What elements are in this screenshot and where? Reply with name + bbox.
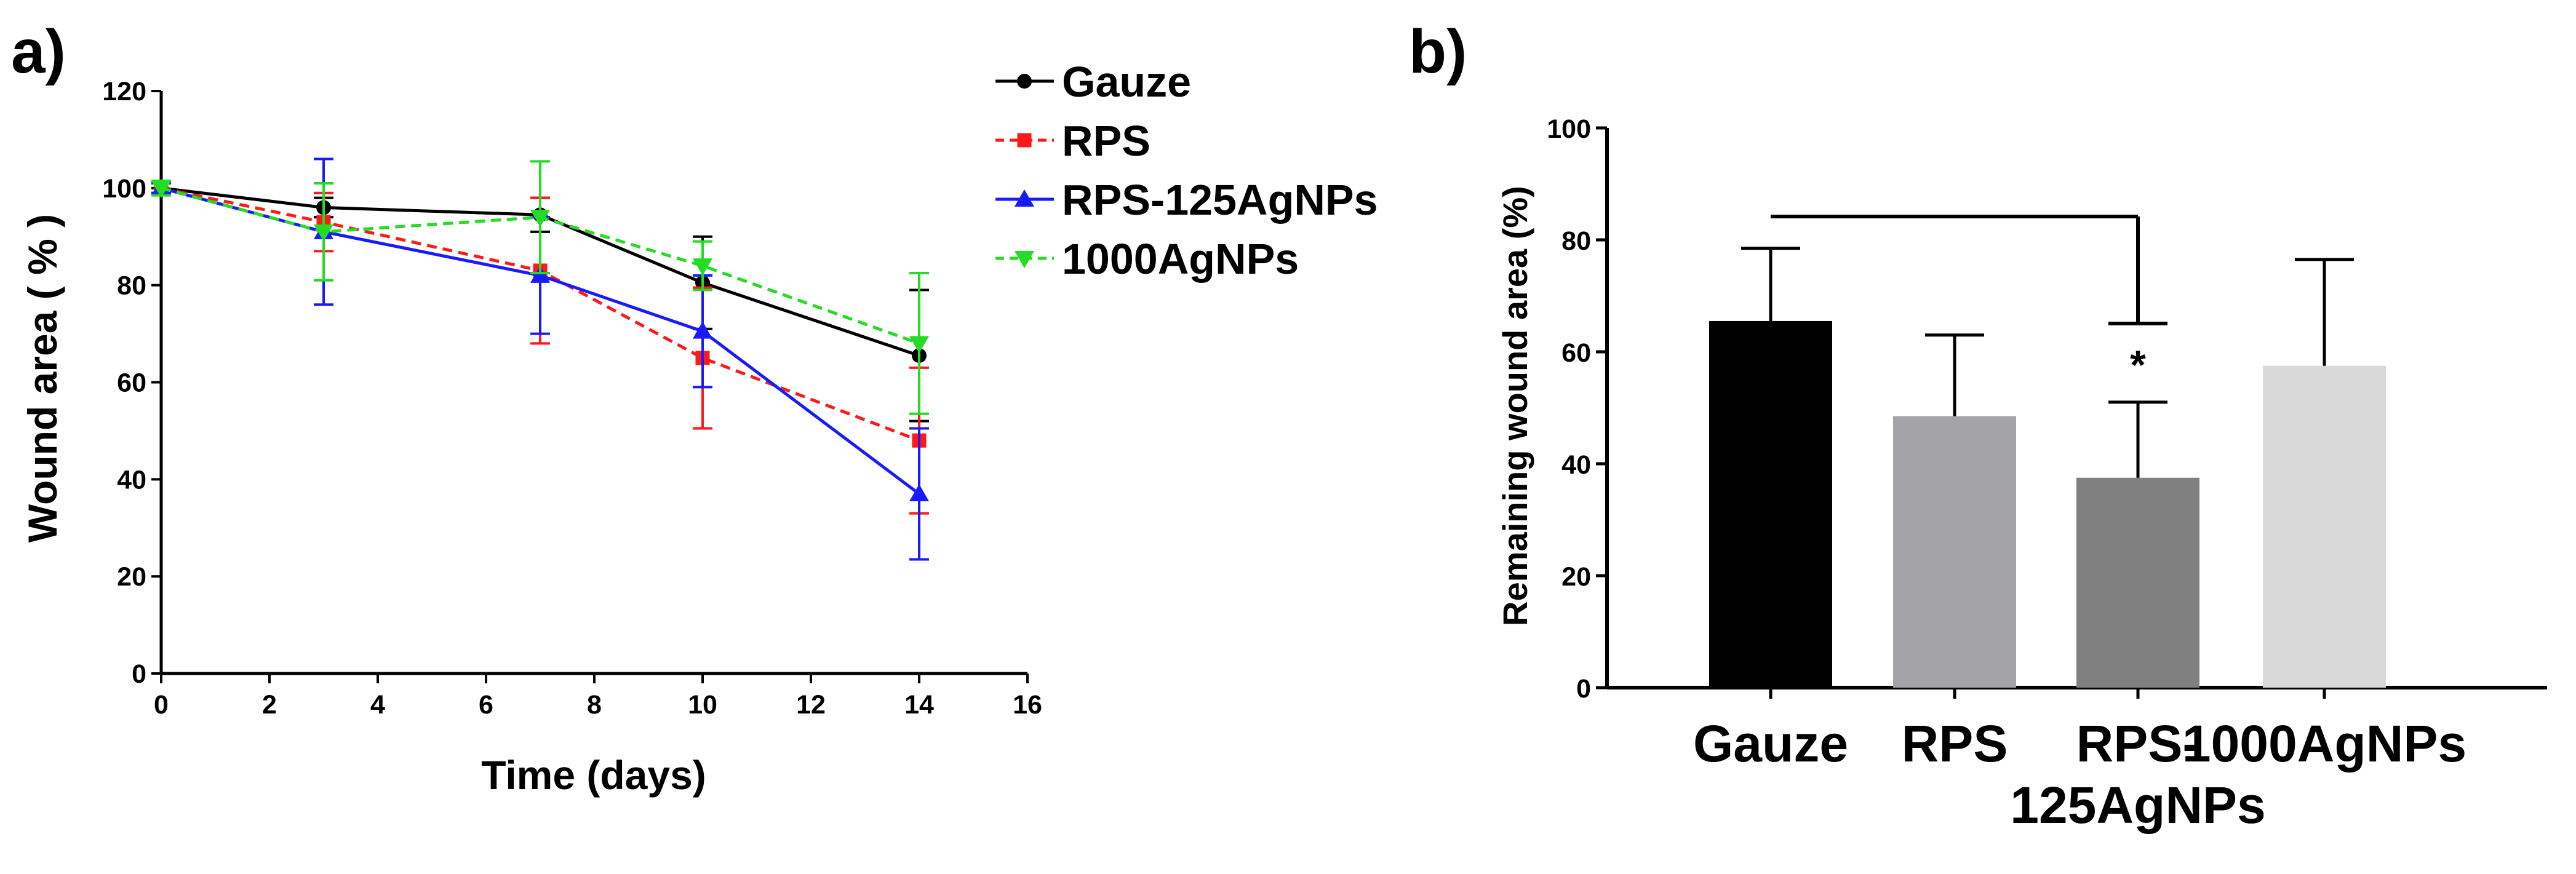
y-tick-label: 40 [117, 465, 146, 495]
x-tick-label: 10 [688, 690, 717, 720]
y-tick-label: 100 [102, 174, 146, 204]
legend-item: 1000AgNPs [995, 235, 1299, 283]
legend-marker [1015, 251, 1034, 268]
data-point [909, 336, 929, 354]
x-tick-label: 6 [479, 690, 493, 720]
category-label: 1000AgNPs [2182, 715, 2466, 773]
y-tick-label: 80 [117, 271, 146, 301]
y-tick-label: 120 [102, 77, 146, 106]
legend-label: 1000AgNPs [1062, 235, 1299, 283]
y-tick-label: 100 [1547, 114, 1591, 144]
bar [1709, 320, 1832, 688]
x-tick-label: 12 [796, 690, 826, 720]
legend-label: RPS-125AgNPs [1062, 176, 1378, 224]
x-tick-label: 2 [262, 690, 277, 720]
category-label: 125AgNPs [2010, 776, 2266, 834]
y-tick-label: 0 [1576, 674, 1591, 704]
panel-a-y-ticks: 0 20 40 60 80 100 120 [102, 77, 161, 689]
x-tick-label: 16 [1013, 690, 1042, 720]
panel-b-y-axis-title: Remaining wound area (%) [1496, 186, 1534, 626]
y-tick-label: 20 [117, 562, 146, 592]
legend-marker [1017, 74, 1032, 89]
x-tick-label: 14 [904, 690, 934, 720]
legend-marker [1015, 189, 1034, 207]
panel-a-label: a) [11, 17, 66, 86]
panel-a-x-axis-title: Time (days) [481, 752, 706, 798]
y-tick-label: 0 [132, 659, 146, 689]
data-point [530, 210, 550, 228]
legend-marker [1017, 133, 1032, 148]
y-tick-label: 20 [1561, 562, 1591, 592]
panel-b-bars [1709, 247, 2386, 688]
panel-a-axes [159, 91, 1027, 675]
bar [1893, 416, 2016, 688]
panel-a-legend: Gauze RPS RPS-125AgNPs 1000AgNPs [995, 58, 1378, 283]
y-tick-label: 40 [1561, 450, 1591, 480]
panel-a-line-chart: a) 0 20 40 60 80 100 120 0 2 4 6 8 10 12 14 16 Wound a… [11, 17, 1378, 798]
legend-item: Gauze [995, 58, 1191, 106]
series-1000agnps [151, 160, 929, 415]
legend-item: RPS [995, 117, 1150, 165]
data-point [693, 321, 712, 339]
data-point [693, 258, 712, 276]
panel-b-y-ticks: 0 20 40 60 80 100 [1547, 114, 1607, 704]
panel-a-y-axis-title: Wound area ( % ) [20, 214, 65, 542]
category-label: RPS [1902, 715, 2008, 773]
panel-a-x-ticks: 0 2 4 6 8 10 12 14 16 [154, 673, 1042, 720]
legend-label: Gauze [1062, 58, 1191, 106]
panel-b-significance: * [1771, 215, 2167, 387]
x-tick-label: 4 [370, 690, 385, 720]
panel-a-series [151, 157, 929, 561]
data-point [151, 180, 171, 198]
x-tick-label: 0 [154, 690, 169, 720]
category-label: Gauze [1693, 715, 1848, 773]
significance-marker: * [2130, 342, 2146, 387]
data-point [314, 224, 333, 242]
bar [2076, 477, 2199, 688]
y-tick-label: 80 [1561, 226, 1591, 256]
panel-b-label: b) [1409, 17, 1467, 86]
data-point [909, 484, 929, 502]
legend-item: RPS-125AgNPs [995, 176, 1378, 224]
bar [2263, 365, 2386, 688]
y-tick-label: 60 [117, 368, 146, 398]
y-tick-label: 60 [1561, 338, 1591, 368]
legend-label: RPS [1062, 117, 1150, 165]
x-tick-label: 8 [587, 690, 602, 720]
panel-b-bar-chart: b) 0 20 40 60 80 100 Remaining wound area (%)… [1409, 17, 2547, 834]
category-label: RPS- [2076, 715, 2200, 773]
